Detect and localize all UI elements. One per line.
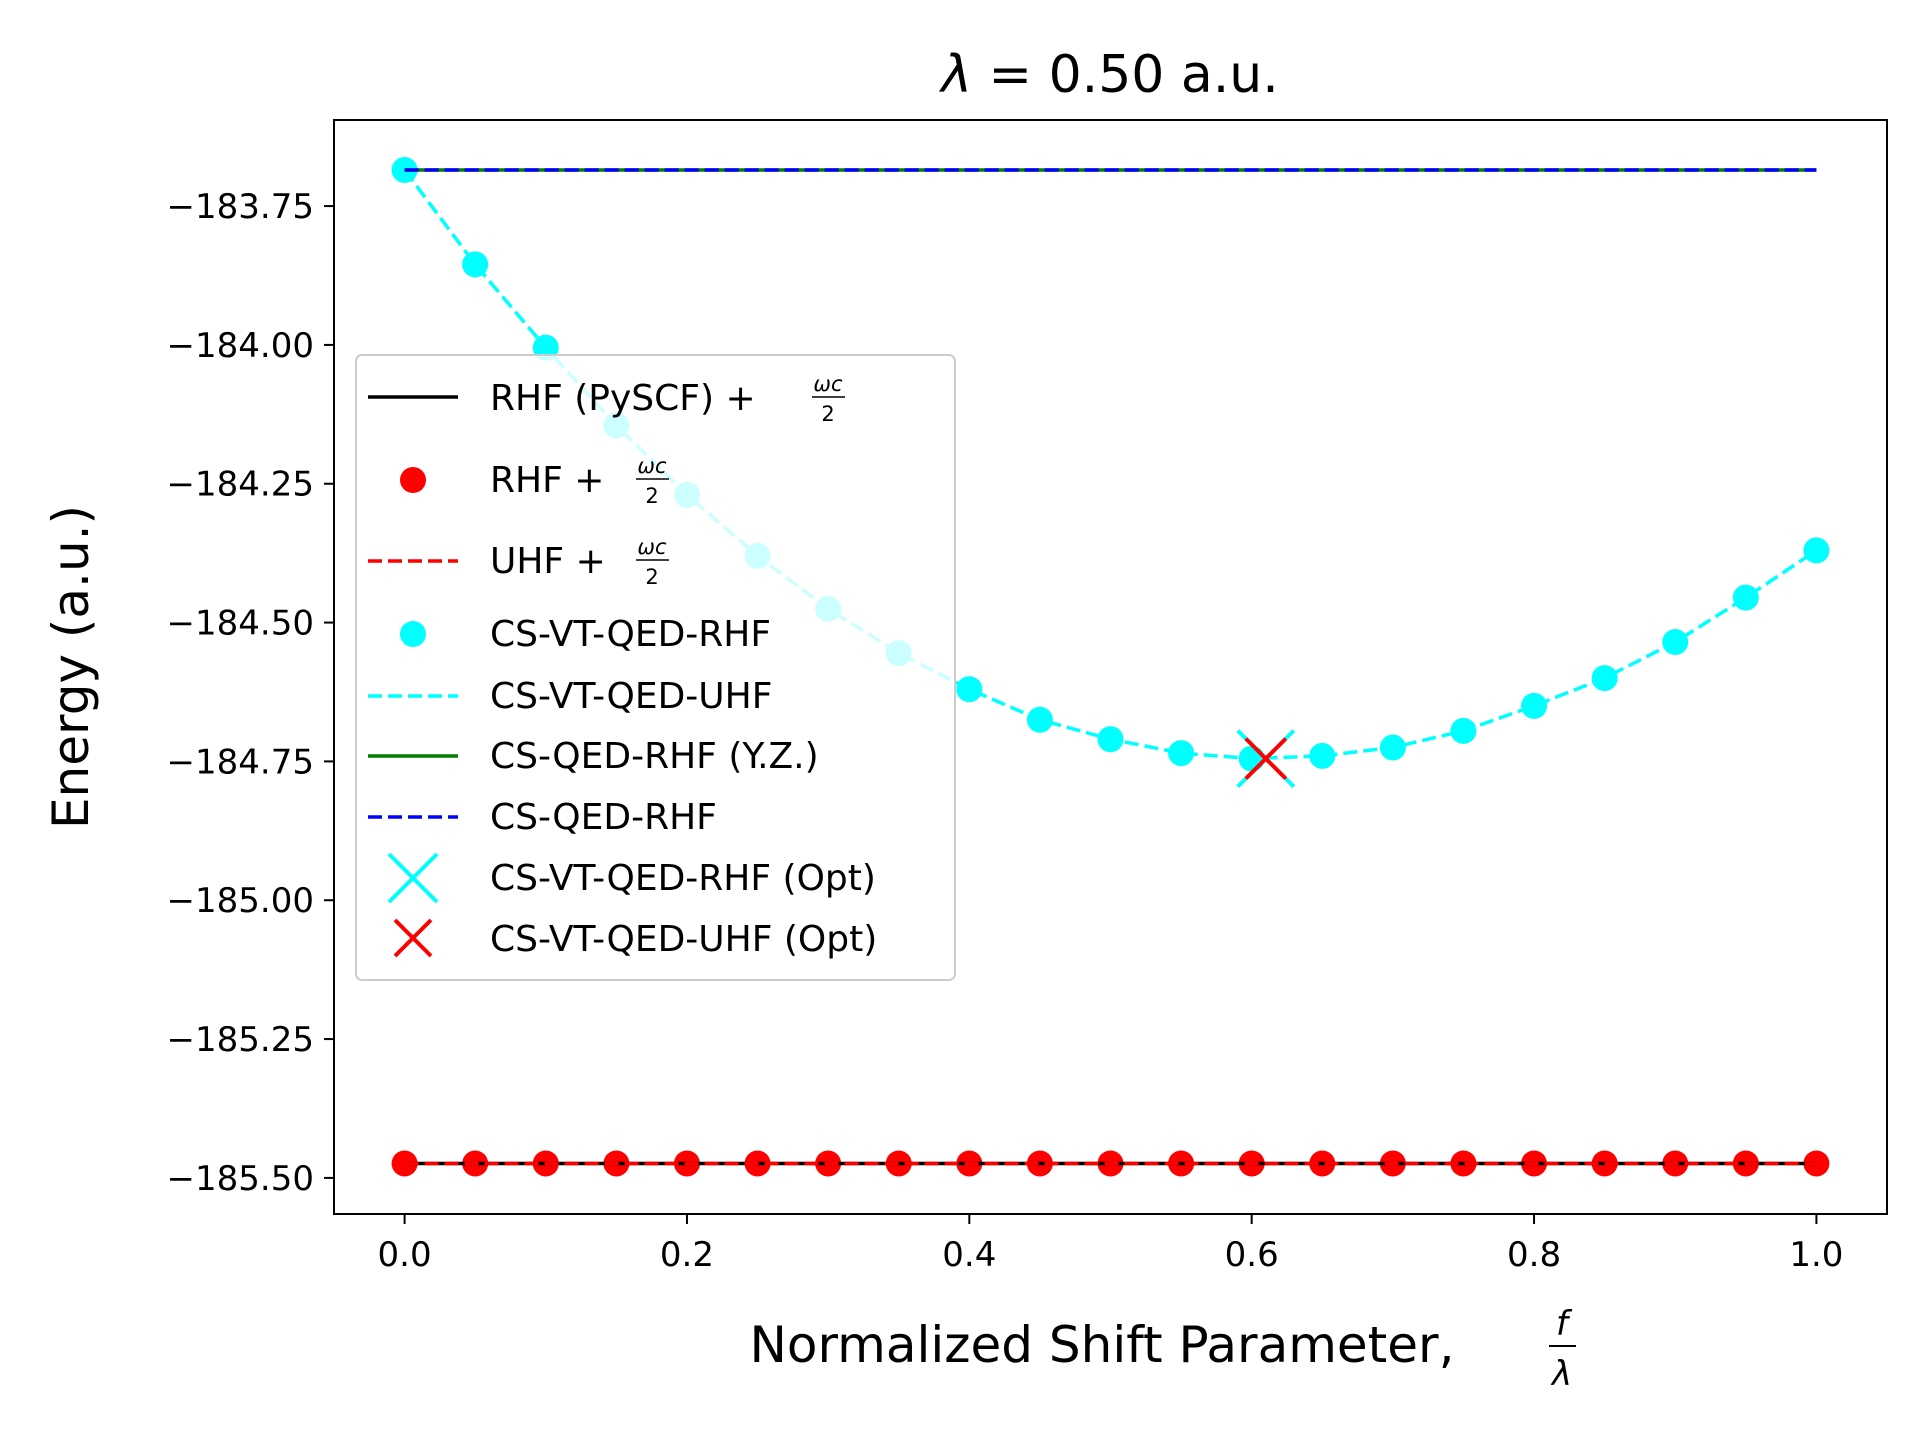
legend-swatch-cs-vt-qed-rhf	[400, 621, 426, 647]
legend-swatch-cs-vt-qed-rhf-opt	[387, 852, 439, 904]
data-point-cs-vt-qed-rhf	[1309, 742, 1336, 769]
x-tick-label: 0.6	[1225, 1235, 1279, 1275]
x-tick-label: 0.2	[660, 1235, 714, 1275]
y-axis-label: Energy (a.u.)	[42, 505, 100, 829]
legend-label-cs-vt-qed-rhf-opt: CS-VT-QED-RHF (Opt)	[490, 858, 876, 899]
y-tick-label: −184.75	[167, 742, 314, 782]
legend-label-rhf-pyscf: RHF (PySCF) +	[490, 378, 767, 419]
x-tick-label: 0.4	[942, 1235, 996, 1275]
data-point-cs-vt-qed-rhf	[1168, 740, 1195, 767]
y-tick-label: −185.25	[167, 1020, 314, 1060]
x-axis-label: Normalized Shift Parameter,	[749, 1316, 1454, 1374]
legend-frac-den-rhf-markers: 2	[645, 484, 658, 508]
legend-label-cs-vt-qed-uhf: CS-VT-QED-UHF	[490, 676, 772, 717]
chart-title-text: = 0.50 a.u.	[972, 45, 1279, 105]
legend-label-uhf: UHF +	[490, 541, 617, 582]
legend-box	[355, 354, 956, 981]
legend-frac-den-rhf-pyscf: 2	[821, 402, 834, 426]
legend-swatch-cs-vt-qed-uhf-opt	[393, 918, 433, 958]
plot-frame	[333, 119, 1888, 1215]
x-tick-label: 0.0	[378, 1235, 432, 1275]
data-point-cs-vt-qed-rhf	[1732, 584, 1759, 611]
legend-label-cs-vt-qed-uhf-opt: CS-VT-QED-UHF (Opt)	[490, 919, 877, 960]
data-point-cs-vt-qed-rhf	[1521, 692, 1548, 719]
chart-title-lambda: λ	[938, 45, 972, 105]
legend-label-rhf-markers: RHF +	[490, 460, 616, 501]
y-tick-label: −184.25	[167, 465, 314, 505]
y-tick-label: −185.50	[167, 1159, 314, 1199]
x-tick-label: 1.0	[1789, 1235, 1843, 1275]
legend-frac-den-uhf: 2	[645, 565, 658, 589]
optimum-marker-cs-vt-qed-uhf-opt	[1244, 737, 1288, 781]
y-tick-label: −185.00	[167, 881, 314, 921]
legend-swatch-rhf-markers	[400, 467, 426, 493]
y-tick-label: −184.50	[167, 604, 314, 644]
data-point-cs-vt-qed-rhf	[956, 676, 983, 703]
legend-frac-num-rhf-markers: ωc	[637, 454, 667, 478]
x-axis-label-frac-num: f	[1556, 1304, 1573, 1344]
markers-layer	[1236, 729, 1296, 789]
x-tick-label: 0.8	[1507, 1235, 1561, 1275]
legend-label-cs-qed-rhf-yz: CS-QED-RHF (Y.Z.)	[490, 736, 819, 777]
legend-label-cs-vt-qed-rhf: CS-VT-QED-RHF	[490, 614, 771, 655]
y-axis-ticks: −183.75 −184.00 −184.25 −184.50 −184.75 −185.…	[167, 187, 334, 1199]
y-tick-label: −183.75	[167, 187, 314, 227]
x-axis-ticks: 0.0 0.2 0.4 0.6 0.8 1.0	[378, 1214, 1843, 1275]
legend: RHF (PySCF) + ωc 2 RHF + ωc 2 UHF + ωc 2…	[355, 354, 956, 981]
legend-frac-num-uhf: ωc	[637, 535, 667, 559]
y-tick-label: −184.00	[167, 326, 314, 366]
legend-frac-num-rhf-pyscf: ωc	[813, 372, 843, 396]
legend-label-cs-qed-rhf: CS-QED-RHF	[490, 797, 717, 838]
x-axis-label-frac-den: λ	[1550, 1354, 1572, 1394]
chart-title: λ = 0.50 a.u.	[938, 45, 1279, 105]
